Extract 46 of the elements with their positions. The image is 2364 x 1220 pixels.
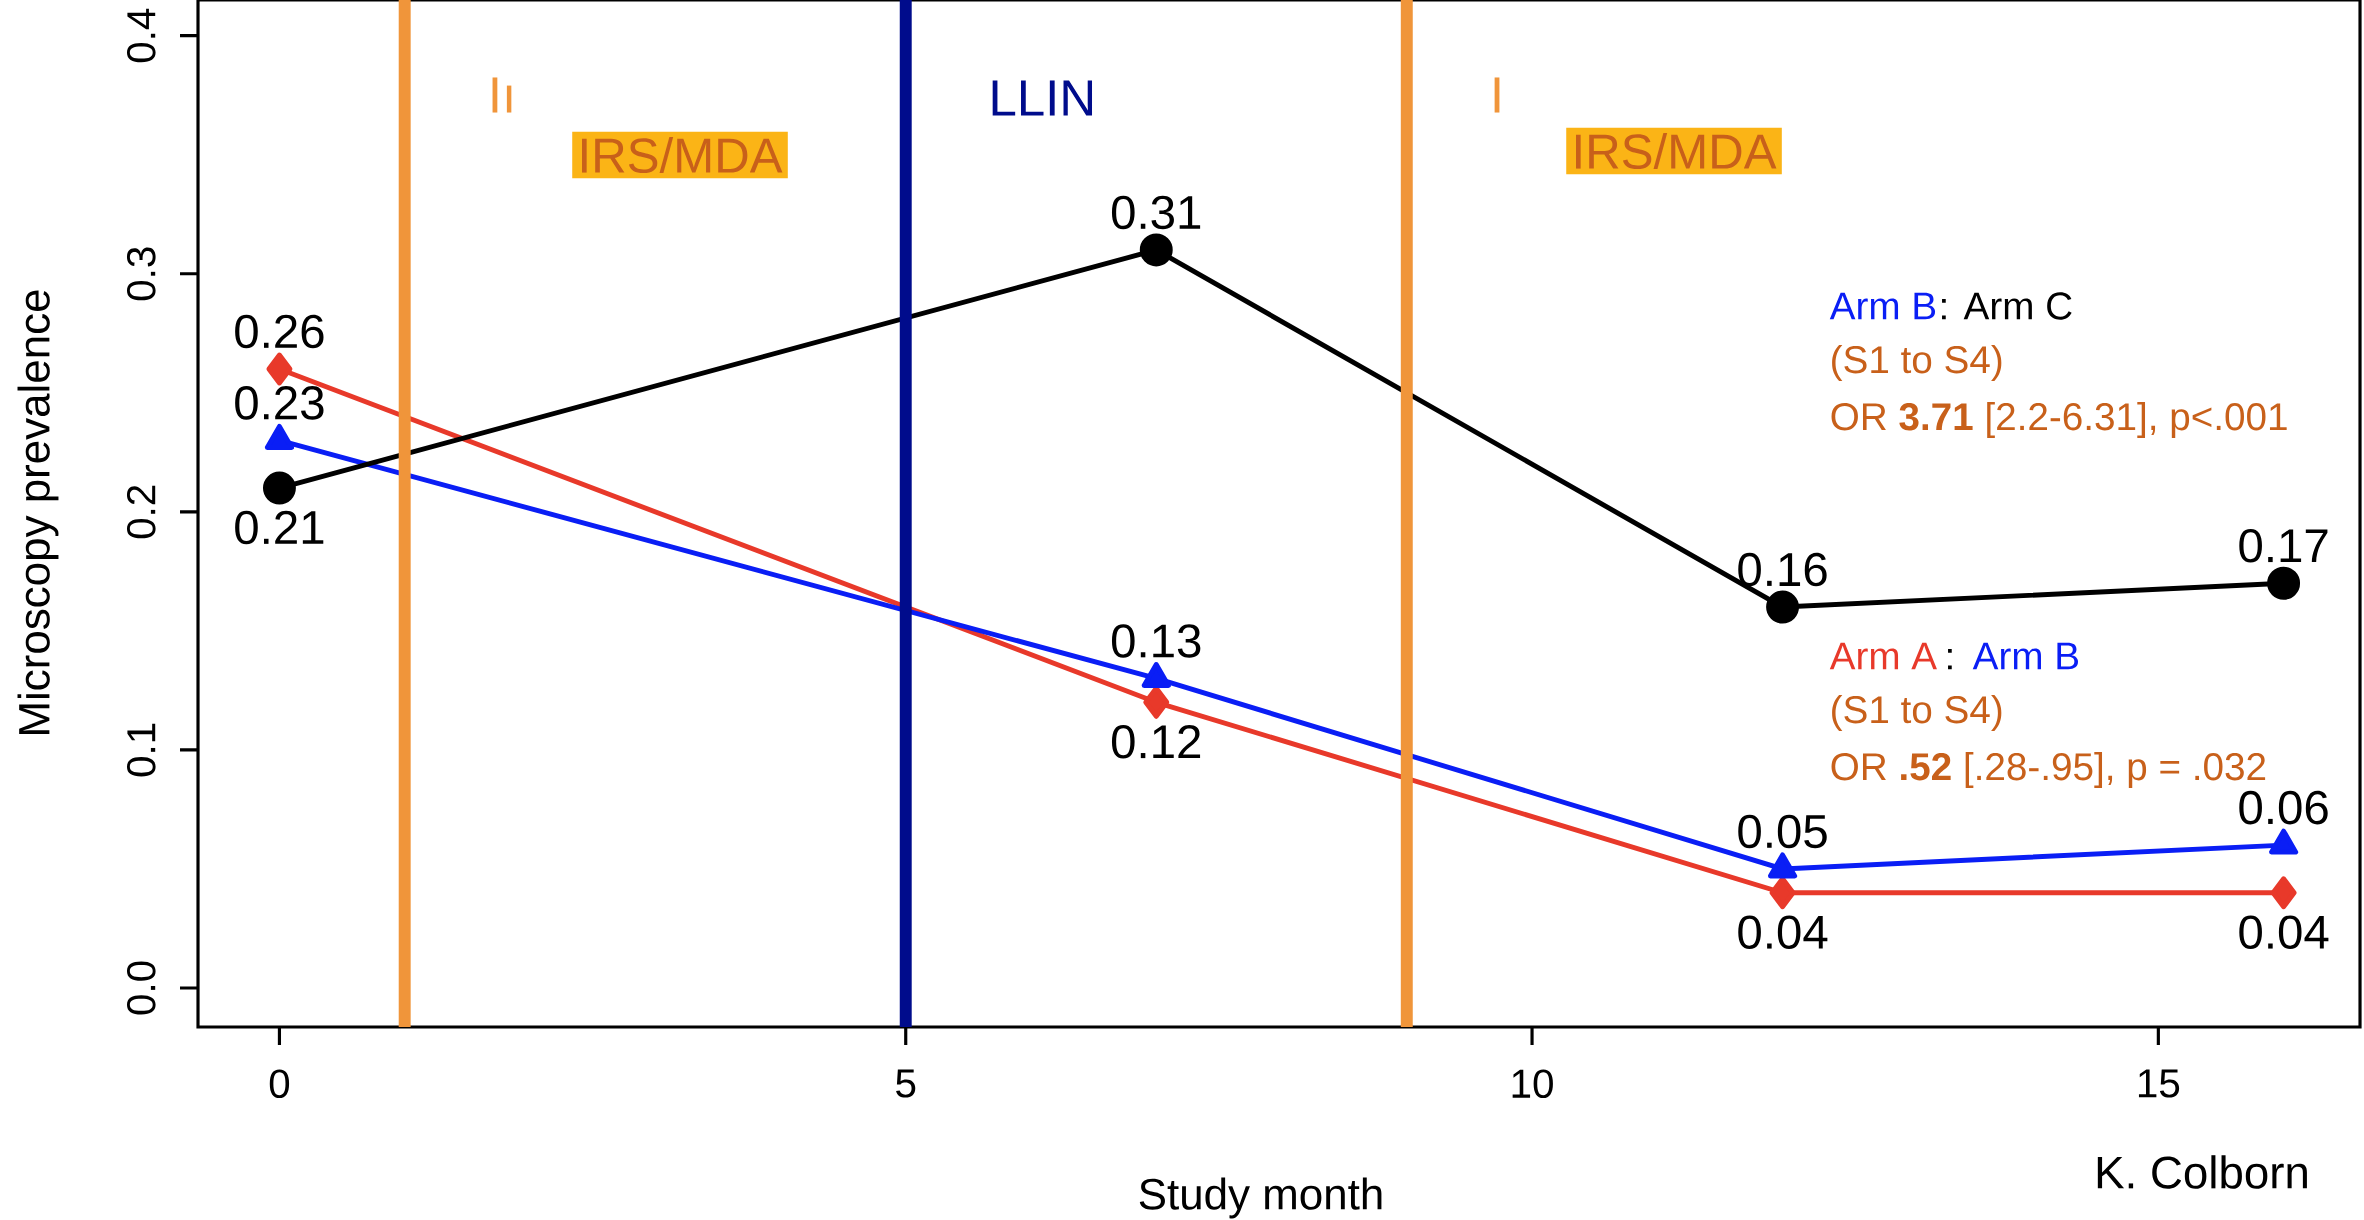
point [1143, 685, 1170, 719]
annotation: IRS/MDA [582, 136, 783, 174]
x-tick-label: 15 [2138, 1069, 2180, 1098]
annotation: Arm B [1829, 292, 1936, 320]
ref-line-label: LLIN [992, 80, 1093, 116]
annotation: Arm A [1829, 642, 1937, 670]
data-label: 0.26 [235, 314, 324, 349]
annotation: I [1494, 77, 1500, 113]
annotation: OR 3.71 [2.2-6.31], p<.001 [1831, 401, 2287, 438]
point [2267, 566, 2301, 600]
annotation: OR .52 [.28-.95], p = .032 [1831, 751, 2266, 788]
point [1769, 876, 1796, 910]
data-label: 0.12 [1111, 724, 1201, 759]
annotation: (S1 to S4) [1832, 695, 2002, 731]
annotation: : [1948, 648, 1952, 670]
point [262, 471, 296, 505]
data-label: 0.31 [1111, 195, 1201, 230]
point [2270, 876, 2297, 910]
annotation: Iı [492, 77, 512, 113]
y-tick-label: 0.0 [126, 961, 156, 1015]
x-axis-title: Study month [1139, 1177, 1382, 1219]
text: K. Colborn [2097, 1155, 2307, 1189]
data-label: 0.23 [235, 386, 324, 420]
annotation: (S1 to S4) [1832, 345, 2002, 381]
data-label: 0.13 [1111, 624, 1201, 658]
y-tick-label: 0.1 [126, 723, 156, 777]
x-tick-label: 0 [269, 1069, 290, 1099]
y-axis-title: Microscopy prevalence [17, 290, 59, 735]
point [266, 352, 293, 386]
x-tick-label: 5 [896, 1069, 916, 1098]
data-label: 0.21 [235, 510, 324, 545]
y-tick-label: 0.4 [126, 8, 156, 63]
annotation: : Arm C [1942, 292, 2072, 320]
x-tick-label: 10 [1512, 1069, 1553, 1099]
data-label: 0.17 [2239, 528, 2328, 563]
y-tick-label: 0.2 [126, 485, 156, 539]
annotation: IRS/MDA [1576, 132, 1777, 170]
data-label: 0.04 [2239, 915, 2329, 950]
data-label: 0.05 [1738, 814, 1827, 849]
data-label: 0.04 [1738, 915, 1828, 950]
point [1766, 590, 1800, 624]
data-label: 0.06 [2239, 790, 2328, 825]
annotation: Arm B [1972, 642, 2078, 670]
data-label: 0.16 [1738, 552, 1827, 587]
y-tick-label: 0.3 [126, 247, 156, 301]
point [1139, 233, 1173, 267]
